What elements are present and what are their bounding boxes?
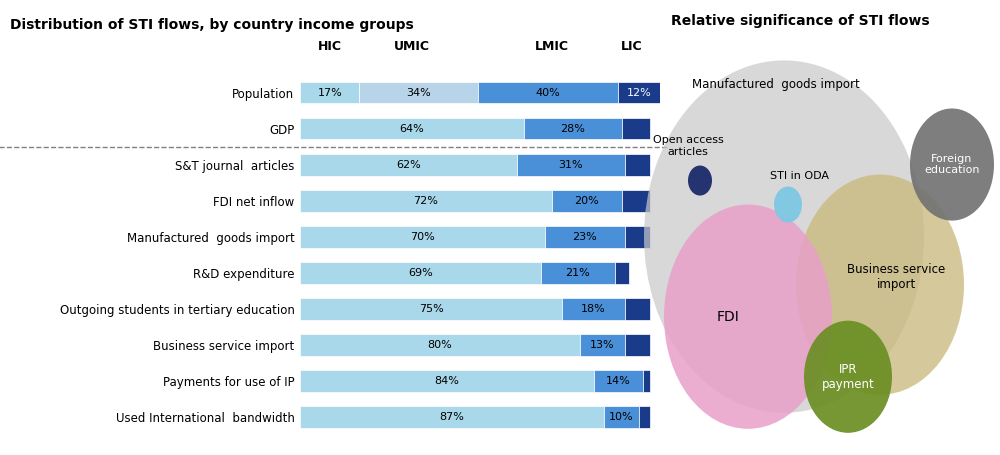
Bar	[359, 82, 478, 103]
Text: 13%: 13%	[590, 340, 615, 350]
Text: 80%: 80%	[427, 340, 452, 350]
Bar	[300, 190, 552, 212]
Bar	[622, 118, 650, 140]
Bar	[541, 262, 615, 283]
Bar	[639, 406, 650, 428]
Bar	[625, 154, 650, 176]
Text: 10%: 10%	[609, 412, 634, 422]
Text: 69%: 69%	[408, 268, 433, 278]
Text: Foreign
education: Foreign education	[924, 154, 980, 175]
Bar	[604, 406, 639, 428]
Bar	[580, 334, 625, 356]
Text: 72%: 72%	[413, 196, 438, 206]
Text: STI in ODA: STI in ODA	[770, 171, 830, 181]
Bar	[478, 82, 618, 103]
Text: UMIC: UMIC	[394, 40, 430, 53]
Text: LMIC: LMIC	[535, 40, 569, 53]
Bar	[625, 298, 650, 320]
Bar	[300, 154, 517, 176]
Text: 75%: 75%	[419, 304, 443, 314]
Bar	[622, 190, 650, 212]
Bar	[552, 190, 622, 212]
Bar	[300, 334, 580, 356]
Ellipse shape	[796, 175, 964, 395]
Text: 31%: 31%	[559, 160, 583, 170]
Bar	[524, 118, 622, 140]
Text: 62%: 62%	[396, 160, 421, 170]
Bar	[562, 298, 625, 320]
Ellipse shape	[774, 187, 802, 222]
Ellipse shape	[644, 61, 924, 413]
Text: FDI: FDI	[717, 310, 739, 324]
Text: 12%: 12%	[627, 88, 651, 98]
Text: 14%: 14%	[606, 376, 630, 386]
Bar	[545, 226, 625, 248]
Bar	[300, 118, 524, 140]
Text: LIC: LIC	[621, 40, 643, 53]
Text: 20%: 20%	[574, 196, 599, 206]
Text: 21%: 21%	[565, 268, 590, 278]
Text: 40%: 40%	[536, 88, 561, 98]
Bar	[615, 262, 629, 283]
Text: Open access
articles: Open access articles	[653, 135, 723, 157]
Ellipse shape	[804, 321, 892, 433]
Bar	[594, 370, 643, 392]
Text: Manufactured  goods import: Manufactured goods import	[692, 78, 860, 91]
Text: 87%: 87%	[440, 412, 464, 422]
Bar	[300, 370, 594, 392]
Title: Relative significance of STI flows: Relative significance of STI flows	[671, 14, 929, 28]
Text: IPR
payment: IPR payment	[822, 363, 874, 391]
Text: 28%: 28%	[560, 124, 585, 134]
Text: 23%: 23%	[572, 232, 597, 242]
Bar	[300, 262, 541, 283]
Text: 18%: 18%	[581, 304, 606, 314]
Text: 17%: 17%	[317, 88, 342, 98]
Bar	[625, 334, 650, 356]
Ellipse shape	[664, 205, 832, 429]
Bar	[643, 370, 650, 392]
Text: Distribution of STI flows, by country income groups: Distribution of STI flows, by country in…	[10, 18, 414, 32]
Bar	[625, 226, 650, 248]
Text: 84%: 84%	[434, 376, 459, 386]
Text: Business service
import: Business service import	[847, 263, 945, 291]
Bar	[300, 298, 562, 320]
Bar	[300, 226, 545, 248]
Text: 70%: 70%	[410, 232, 435, 242]
Text: 34%: 34%	[406, 88, 431, 98]
Bar	[618, 82, 660, 103]
Text: HIC: HIC	[318, 40, 342, 53]
Bar	[300, 82, 359, 103]
Text: 64%: 64%	[399, 124, 424, 134]
Ellipse shape	[910, 108, 994, 221]
Ellipse shape	[688, 166, 712, 196]
Bar	[300, 406, 604, 428]
Bar	[517, 154, 625, 176]
